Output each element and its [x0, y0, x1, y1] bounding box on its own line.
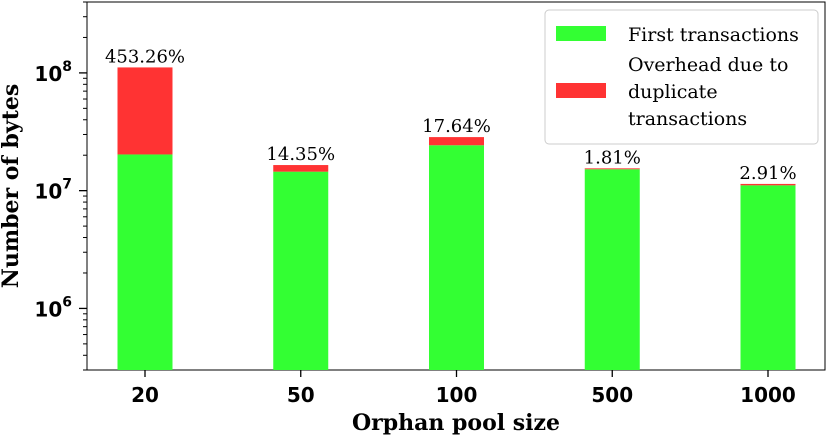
- data-labels-group: 453.26% 14.35% 17.64% 1.81% 2.91%: [105, 46, 797, 183]
- bar-overhead-500: [584, 168, 640, 170]
- legend-label: duplicate: [628, 81, 718, 103]
- x-axis: 20 50 100 500 1000: [131, 370, 796, 407]
- data-label-20: 453.26%: [105, 46, 185, 67]
- legend-box: [544, 9, 819, 145]
- y-tick-label-1e6: 106: [34, 294, 72, 321]
- legend-label: First transactions: [628, 24, 799, 46]
- legend: First transactions Overhead due to duplica…: [544, 9, 819, 145]
- bar-overhead-20: [117, 67, 173, 155]
- x-tick-label-1000: 1000: [740, 383, 796, 407]
- bars-group: [117, 67, 796, 370]
- data-label-1000: 2.91%: [739, 163, 796, 184]
- bar-first-transactions-500: [584, 169, 640, 370]
- data-label-500: 1.81%: [584, 147, 641, 168]
- data-label-100: 17.64%: [422, 116, 491, 137]
- x-tick-label-50: 50: [287, 383, 315, 407]
- y-tick-label-1e7: 107: [34, 177, 72, 204]
- bar-first-transactions-100: [429, 145, 484, 370]
- data-label-50: 14.35%: [266, 144, 335, 165]
- y-axis: 106 107 108: [34, 1, 87, 371]
- y-axis-label: Number of bytes: [0, 84, 24, 289]
- x-tick-label-20: 20: [131, 383, 159, 407]
- legend-label: Overhead due to: [628, 54, 788, 76]
- bar-first-transactions-1000: [740, 185, 796, 370]
- legend-swatch-first: [556, 26, 606, 41]
- y-tick-label-1e8: 108: [34, 59, 72, 86]
- x-axis-label: Orphan pool size: [352, 410, 560, 436]
- legend-label: transactions: [628, 108, 747, 130]
- x-tick-label-100: 100: [436, 383, 478, 407]
- bar-first-transactions-20: [117, 154, 173, 370]
- legend-swatch-overhead: [556, 83, 606, 98]
- bar-overhead-100: [429, 137, 484, 146]
- bar-first-transactions-50: [273, 171, 329, 370]
- bar-overhead-1000: [740, 183, 796, 186]
- bar-overhead-50: [273, 165, 329, 172]
- x-tick-label-500: 500: [591, 383, 633, 407]
